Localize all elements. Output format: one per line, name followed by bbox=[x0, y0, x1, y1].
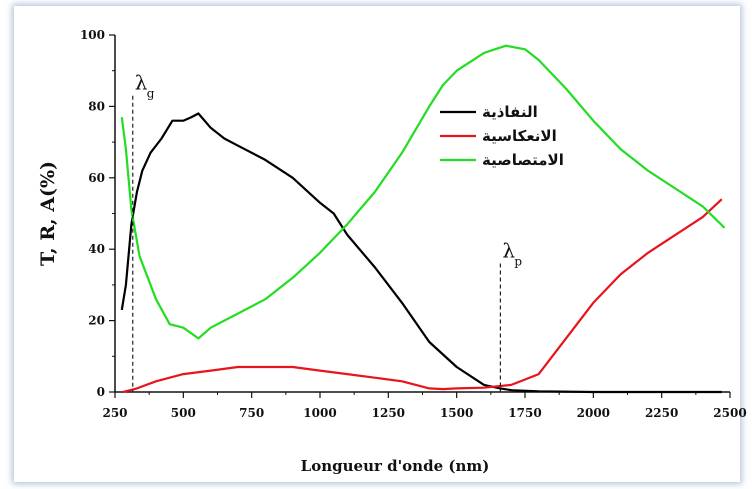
x-tick-label: 1500 bbox=[440, 406, 473, 420]
y-tick-label: 80 bbox=[88, 99, 105, 113]
chart-frame bbox=[14, 6, 740, 482]
x-tick-label: 2500 bbox=[713, 406, 746, 420]
wavelength-marker-subscript: g bbox=[147, 87, 155, 101]
x-tick-label: 2250 bbox=[645, 406, 678, 420]
x-tick-label: 1250 bbox=[372, 406, 405, 420]
legend-label: الانعكاسية bbox=[482, 127, 557, 145]
x-tick-label: 750 bbox=[239, 406, 264, 420]
legend-label: الامتصاصية bbox=[482, 151, 564, 169]
y-tick-label: 100 bbox=[80, 28, 105, 42]
legend-label: النفاذية bbox=[482, 103, 538, 121]
wavelength-marker-symbol: λ bbox=[135, 71, 148, 95]
wavelength-marker-subscript: p bbox=[514, 254, 522, 268]
x-tick-label: 250 bbox=[102, 406, 127, 420]
x-axis-label: Longueur d'onde (nm) bbox=[301, 457, 490, 475]
y-tick-label: 20 bbox=[88, 314, 105, 328]
y-tick-label: 60 bbox=[88, 171, 105, 185]
x-tick-label: 500 bbox=[171, 406, 196, 420]
series-line-1 bbox=[120, 112, 722, 394]
x-tick-label: 2000 bbox=[577, 406, 610, 420]
x-tick-label: 1000 bbox=[303, 406, 336, 420]
wavelength-marker-symbol: λ bbox=[502, 238, 515, 262]
series-line-3 bbox=[120, 44, 726, 340]
series-line-2 bbox=[122, 198, 723, 394]
y-tick-label: 0 bbox=[97, 385, 105, 399]
y-tick-label: 40 bbox=[88, 242, 105, 256]
y-axis-label: T, R, A(%) bbox=[37, 161, 59, 266]
x-tick-label: 1750 bbox=[508, 406, 541, 420]
